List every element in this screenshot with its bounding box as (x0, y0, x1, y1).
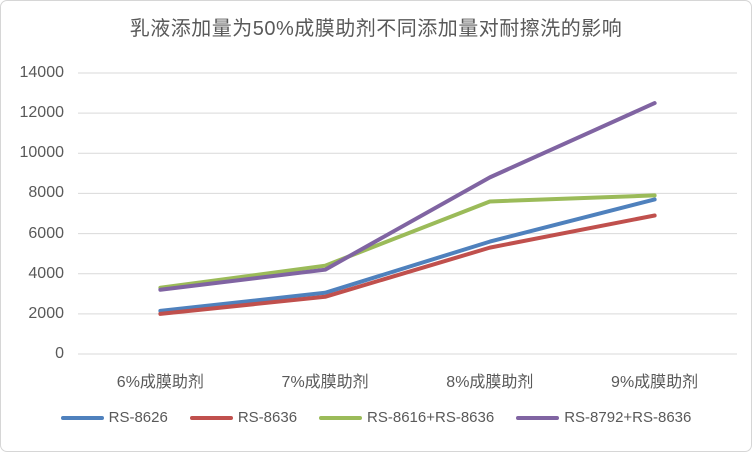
x-axis-category-label: 9%成膜助剂 (611, 374, 699, 391)
y-axis-tick-label: 0 (55, 345, 64, 362)
y-axis-tick-label: 10000 (19, 144, 65, 162)
x-axis-category-label: 6%成膜助剂 (116, 374, 204, 391)
y-axis-tick-label: 8000 (28, 184, 64, 202)
legend-item-label: RS-8792+RS-8636 (564, 409, 692, 426)
y-axis-tick-label: 2000 (28, 304, 64, 322)
legend-item-label: RS-8616+RS-8636 (367, 409, 495, 426)
series-line-RS-8626 (158, 197, 657, 313)
legend-item-RS-8616+RS-8636: RS-8616+RS-8636 (319, 409, 494, 427)
legend-line-swatch (189, 416, 233, 420)
series-line-RS-8616+RS-8636 (158, 193, 657, 290)
y-axis-tick-label: 14000 (19, 64, 65, 81)
legend-line-swatch (60, 416, 104, 420)
legend-item-label: RS-8636 (237, 409, 298, 426)
y-axis-tick-label: 12000 (19, 104, 65, 122)
y-axis-tick-label: 6000 (28, 224, 64, 242)
y-axis-tick-label: 4000 (28, 264, 64, 282)
series-line-RS-8792+RS-8636 (158, 101, 657, 292)
legend-item-RS-8792+RS-8636: RS-8792+RS-8636 (516, 409, 691, 427)
x-axis-category-label: 7%成膜助剂 (281, 374, 369, 391)
legend-item-RS-8626: RS-8626 (60, 409, 168, 427)
x-axis-category-label: 8%成膜助剂 (446, 374, 534, 391)
chart-legend: RS-8626 RS-8636 RS-8616+RS-8636 RS-8792+RS-… (1, 409, 751, 427)
legend-item-label: RS-8626 (108, 409, 168, 426)
series-line-RS-8636 (158, 213, 657, 316)
chart-title: 乳液添加量为50%成膜助剂不同添加量对耐擦洗的影响 (129, 18, 623, 40)
legend-item-RS-8636: RS-8636 (189, 409, 298, 427)
legend-line-swatch (516, 416, 560, 420)
legend-line-swatch (319, 416, 363, 420)
